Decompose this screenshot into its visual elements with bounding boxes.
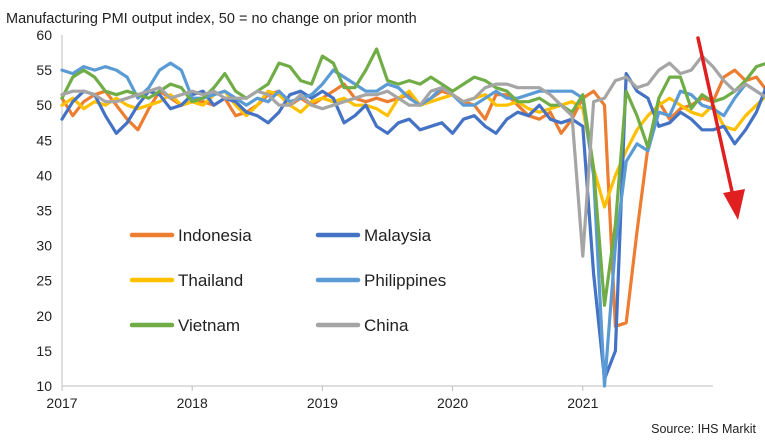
y-tick-label: 15	[36, 343, 52, 359]
y-tick-label: 35	[36, 203, 52, 219]
x-tick-label: 2021	[567, 395, 598, 411]
chart-title: Manufacturing PMI output index, 50 = no …	[6, 11, 417, 27]
x-axis: 2017 2018 2019 2020 2021	[46, 385, 713, 411]
legend: Indonesia Malaysia Thailand Philippines Viet…	[129, 226, 446, 335]
arrow-head	[723, 189, 745, 220]
legend-label-malaysia: Malaysia	[364, 226, 432, 245]
y-axis: 10 15 20 25 30 35 40 45 50 55 60	[36, 27, 63, 394]
y-tick-label: 60	[36, 27, 52, 43]
legend-label-china: China	[364, 316, 409, 335]
y-tick-label: 50	[36, 97, 52, 113]
y-tick-label: 40	[36, 167, 52, 183]
y-tick-label: 30	[36, 238, 52, 254]
chart-source: Source: IHS Markit	[651, 422, 756, 436]
y-tick-label: 20	[36, 308, 52, 324]
x-tick-label: 2018	[177, 395, 208, 411]
y-tick-label: 55	[36, 62, 52, 78]
series-line-thailand	[60, 89, 765, 209]
legend-label-philippines: Philippines	[364, 271, 446, 290]
series-line-philippines	[60, 61, 765, 388]
legend-label-thailand: Thailand	[178, 271, 243, 290]
y-tick-label: 10	[36, 378, 52, 394]
legend-label-vietnam: Vietnam	[178, 316, 240, 335]
series-layer	[60, 47, 765, 388]
red-arrow-annotation	[696, 36, 745, 220]
series-line-vietnam	[60, 47, 765, 307]
y-tick-label: 45	[36, 132, 52, 148]
legend-label-indonesia: Indonesia	[178, 226, 252, 245]
x-tick-label: 2019	[307, 395, 338, 411]
x-tick-label: 2020	[437, 395, 468, 411]
arrow-shaft	[696, 36, 735, 198]
series-line-china	[60, 54, 765, 258]
x-tick-label: 2017	[46, 395, 77, 411]
y-tick-label: 25	[36, 273, 52, 289]
